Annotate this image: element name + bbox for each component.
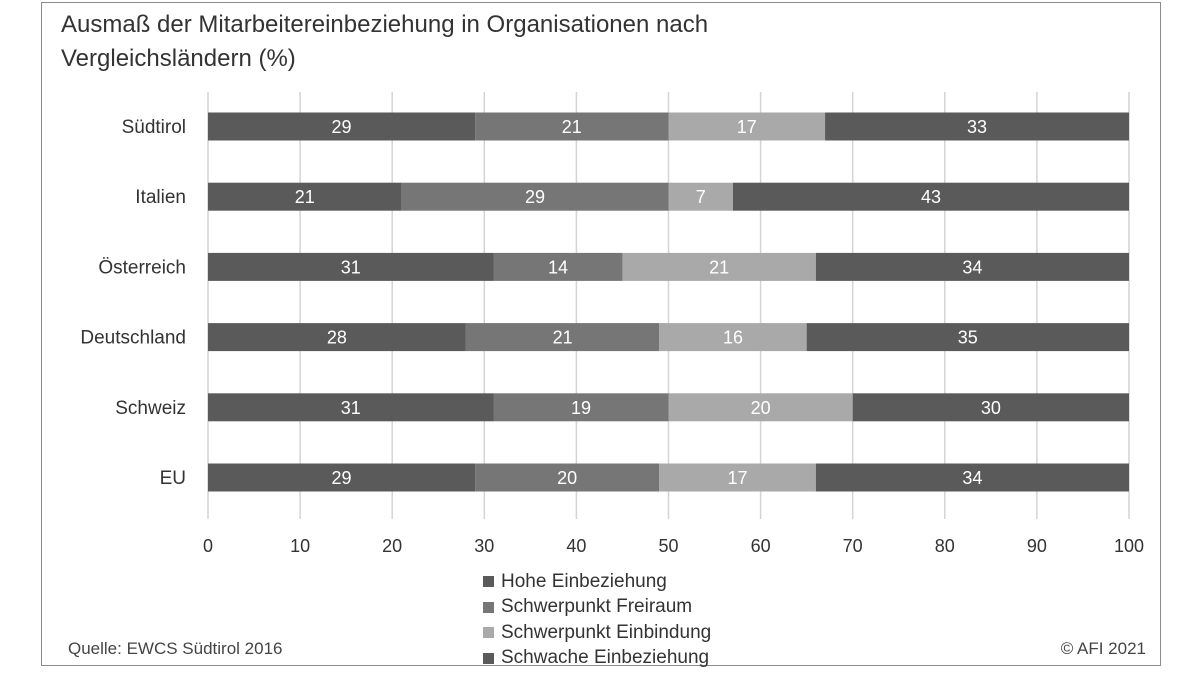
- legend-item: Schwache Einbeziehung: [483, 646, 711, 672]
- x-tick-label: 80: [935, 536, 955, 556]
- bar-segment: [825, 112, 1129, 141]
- bar-segment: [668, 112, 826, 141]
- legend-label: Hohe Einbeziehung: [501, 570, 667, 592]
- legend-item: Schwerpunkt Freiraum: [483, 595, 711, 621]
- x-tick-label: 100: [1114, 536, 1144, 556]
- bar-segment: [659, 463, 816, 492]
- data-label: 17: [737, 117, 757, 137]
- bar-segment: [208, 252, 494, 281]
- x-tick-label: 40: [566, 536, 586, 556]
- chart-legend: Hohe Einbeziehung Schwerpunkt Freiraum Sch…: [483, 569, 711, 671]
- legend-swatch: [483, 576, 494, 588]
- data-label: 16: [723, 328, 743, 348]
- x-tick-label: 10: [290, 536, 310, 556]
- data-label: 31: [341, 257, 361, 277]
- legend-label: Schwache Einbeziehung: [501, 647, 710, 669]
- data-label: 7: [696, 187, 706, 207]
- data-label: 43: [921, 187, 941, 207]
- legend-label: Schwerpunkt Freiraum: [501, 596, 693, 618]
- x-tick-label: 20: [382, 536, 402, 556]
- legend-label: Schwerpunkt Einbindung: [501, 621, 712, 643]
- bar-segment: [493, 393, 669, 422]
- legend-swatch: [483, 627, 494, 639]
- legend-item: Hohe Einbeziehung: [483, 569, 711, 595]
- x-tick-label: 50: [658, 536, 678, 556]
- category-label: Italien: [135, 187, 186, 208]
- legend-swatch: [483, 601, 494, 613]
- bar-segment: [815, 463, 1129, 492]
- category-label: Österreich: [98, 257, 186, 278]
- data-label: 33: [967, 117, 987, 137]
- data-label: 28: [327, 328, 347, 348]
- category-label: Südtirol: [122, 117, 186, 138]
- bar-segment: [465, 323, 660, 352]
- x-tick-label: 30: [474, 536, 494, 556]
- x-tick-label: 60: [751, 536, 771, 556]
- chart-title: Ausmaß der Mitarbeitereinbeziehung in Or…: [61, 11, 709, 72]
- data-label: 31: [341, 398, 361, 418]
- bar-segment: [815, 252, 1129, 281]
- x-tick-label: 0: [203, 536, 213, 556]
- data-label: 14: [548, 257, 568, 277]
- data-label: 30: [981, 398, 1001, 418]
- data-label: 20: [557, 468, 577, 488]
- data-label: 35: [958, 328, 978, 348]
- bar-segment: [668, 182, 733, 211]
- data-label: 34: [962, 257, 982, 277]
- x-tick-label: 70: [843, 536, 863, 556]
- bar-segment: [208, 393, 494, 422]
- data-label: 21: [553, 328, 573, 348]
- data-label: 17: [728, 468, 748, 488]
- x-tick-label: 90: [1027, 536, 1047, 556]
- bar-segment: [622, 252, 816, 281]
- bar-segment: [401, 182, 669, 211]
- data-label: 19: [571, 398, 591, 418]
- bar-segment: [852, 393, 1129, 422]
- bar-segment: [208, 112, 476, 141]
- bar-segment: [659, 323, 807, 352]
- bar-segment: [475, 112, 669, 141]
- legend-swatch: [483, 652, 494, 664]
- data-label: 29: [525, 187, 545, 207]
- bar-segment: [475, 463, 660, 492]
- data-label: 21: [295, 187, 315, 207]
- bar-segment: [806, 323, 1129, 352]
- data-label: 29: [332, 117, 352, 137]
- bar-segment: [732, 182, 1129, 211]
- data-label: 20: [751, 398, 771, 418]
- data-label: 29: [332, 468, 352, 488]
- bar-segment: [208, 323, 466, 352]
- bar-segment: [208, 463, 476, 492]
- category-label: EU: [160, 468, 186, 489]
- bar-segment: [493, 252, 623, 281]
- category-label: Deutschland: [80, 328, 186, 349]
- data-label: 21: [709, 257, 729, 277]
- category-label: Schweiz: [115, 398, 186, 419]
- copyright-note: © AFI 2021: [1060, 639, 1146, 658]
- data-label: 21: [562, 117, 582, 137]
- data-label: 34: [962, 468, 982, 488]
- bar-segment: [668, 393, 853, 422]
- source-note: Quelle: EWCS Südtirol 2016: [68, 639, 283, 658]
- bar-segment: [208, 182, 402, 211]
- legend-item: Schwerpunkt Einbindung: [483, 620, 711, 646]
